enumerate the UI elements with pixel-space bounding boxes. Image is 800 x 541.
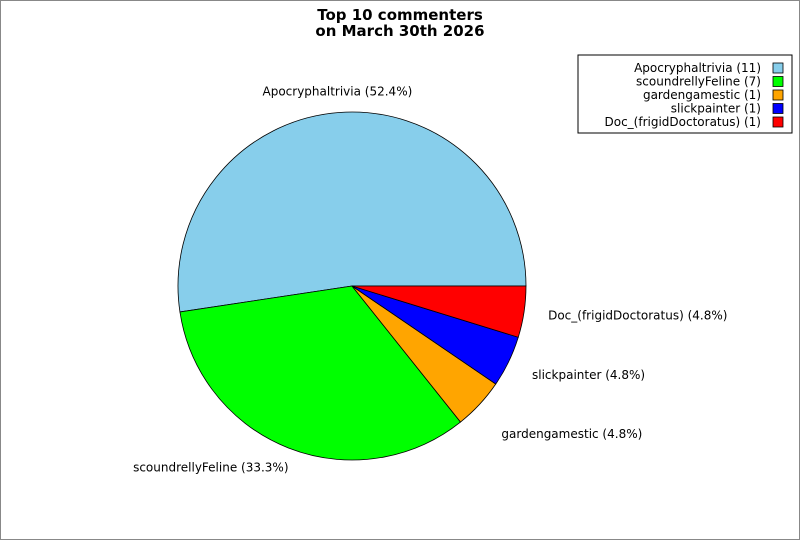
legend-box [577,54,793,134]
pie-slice-apocryphaltrivia [177,111,527,313]
slice-label: Doc_(frigidDoctoratus) (4.8%) [548,309,727,323]
legend-label: gardengamestic (1) [643,88,761,102]
pie-slices [177,111,527,461]
pie-slice-scoundrellyfeline [179,285,462,461]
pie-slice-labels: Apocryphaltrivia (52.4%) scoundrellyFelin… [133,85,727,475]
legend-swatch [772,62,784,74]
slice-label: slickpainter (4.8%) [532,368,645,382]
legend-label: Apocryphaltrivia (11) [634,61,761,75]
slice-label: gardengamestic (4.8%) [501,427,642,441]
chart-title-line-2: on March 30th 2026 [315,22,484,40]
chart-title-line-1: Top 10 commenters [317,6,483,24]
slice-label: scoundrellyFeline (33.3%) [133,460,288,474]
slice-label: Apocryphaltrivia (52.4%) [263,85,413,99]
legend-swatch [772,116,784,128]
legend-swatch [772,76,784,87]
pie-slice-doc-frigiddoctoratus- [351,285,527,338]
legend-swatch [772,89,784,101]
legend: Apocryphaltrivia (11)scoundrellyFeline (… [577,54,793,134]
legend-label: scoundrellyFeline (7) [636,75,761,89]
legend-label: slickpainter (1) [671,102,761,116]
legend-swatch [772,103,784,114]
legend-label: Doc_(frigidDoctoratus) (1) [605,115,762,129]
